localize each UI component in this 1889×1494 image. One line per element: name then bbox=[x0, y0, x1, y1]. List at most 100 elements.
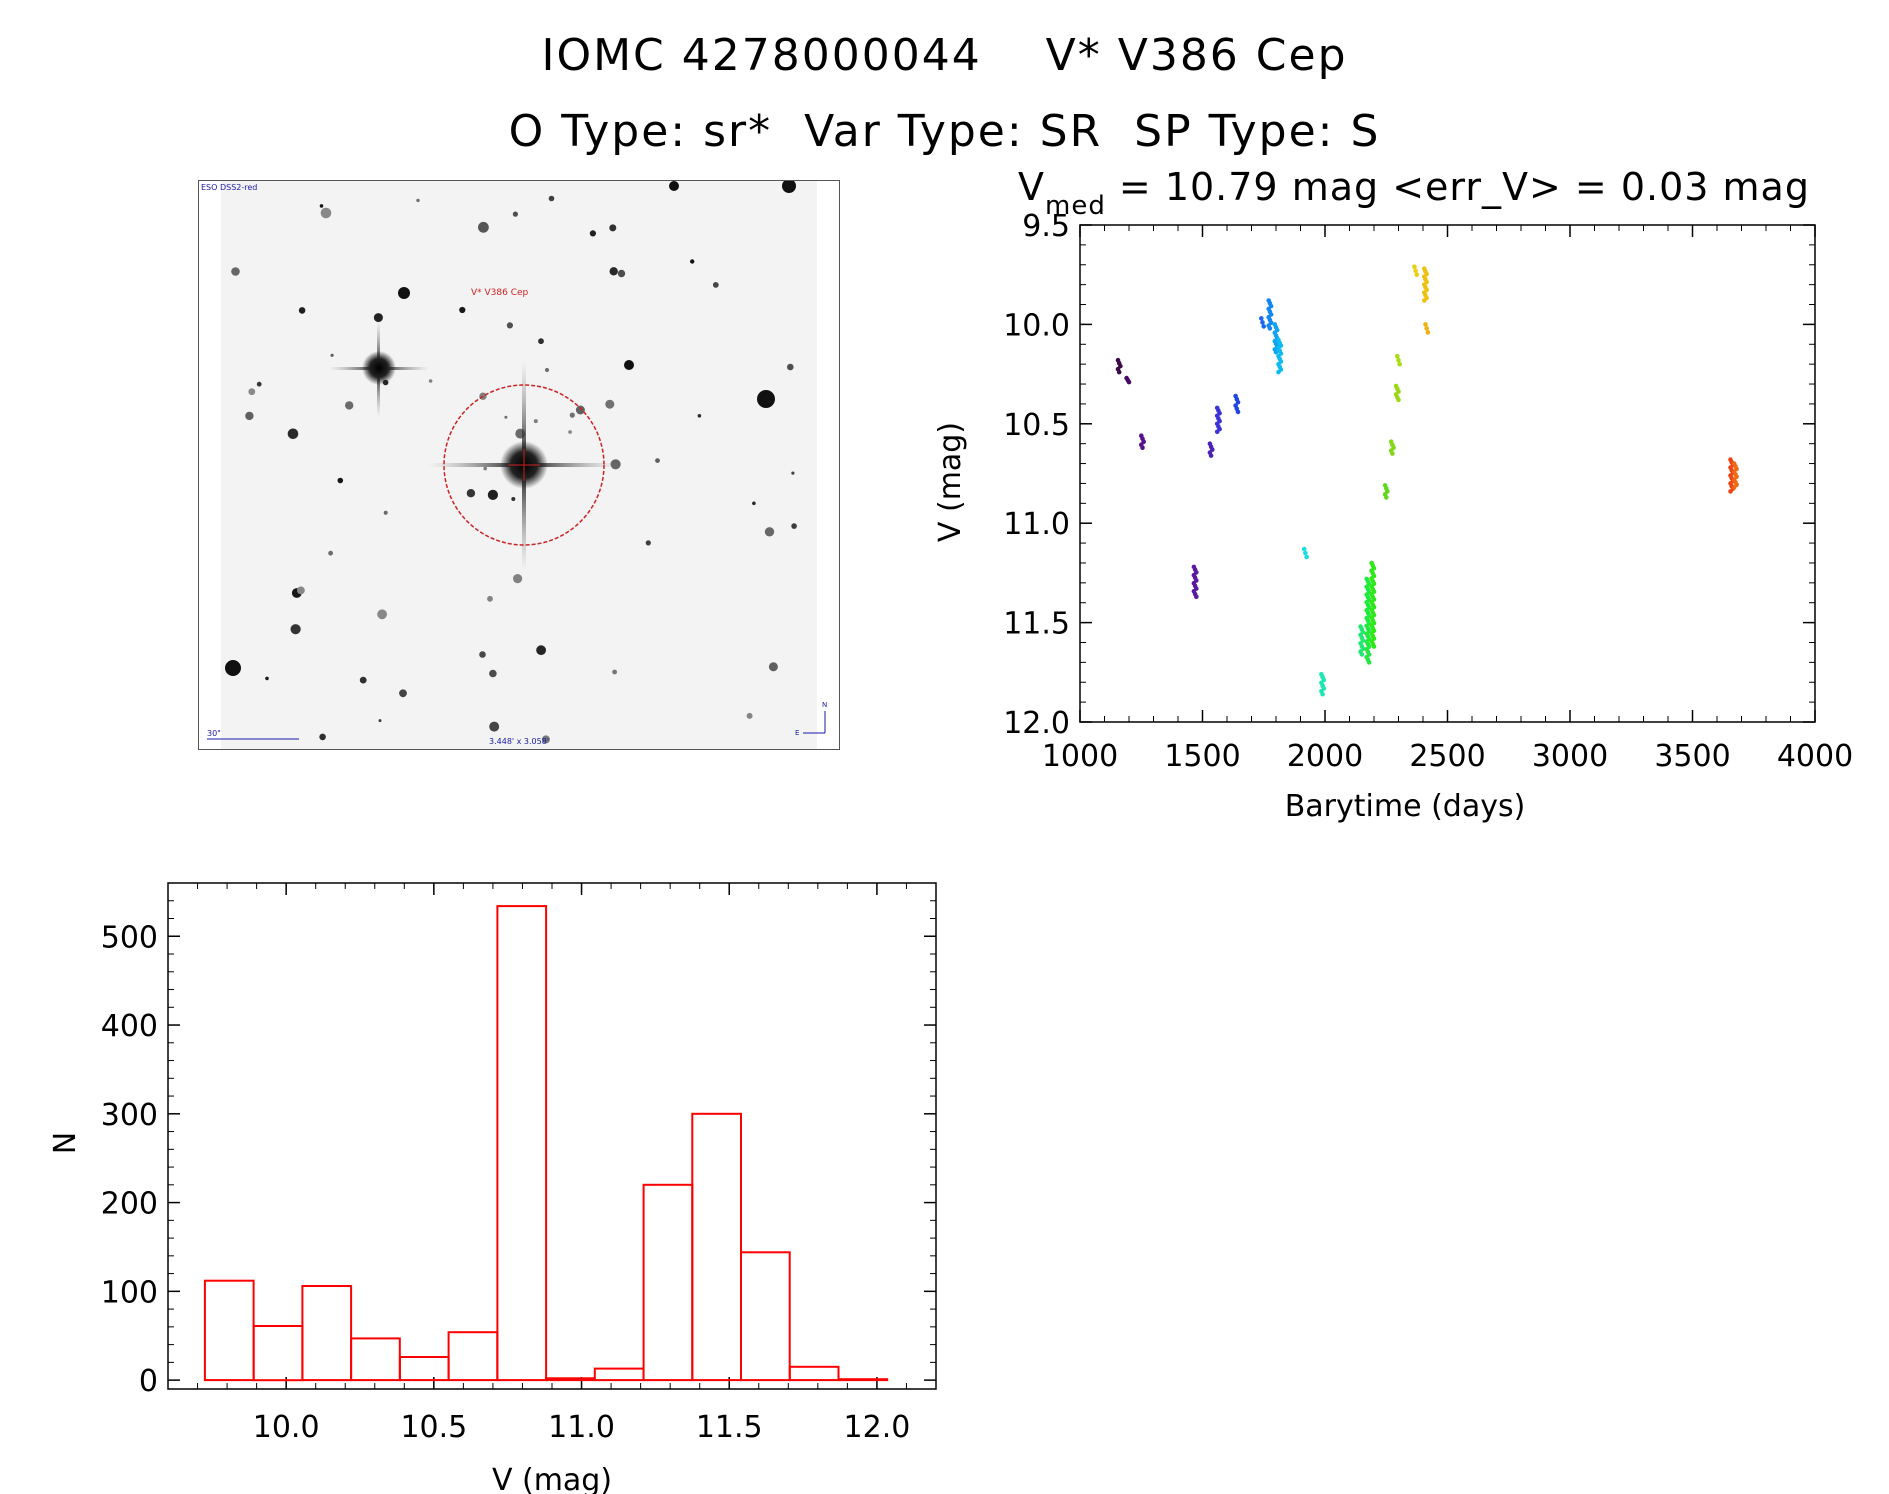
x-tick-label: 11.5 bbox=[696, 1410, 763, 1445]
x-tick-label: 4000 bbox=[1777, 739, 1853, 774]
y-tick-label: 9.5 bbox=[1022, 209, 1070, 244]
data-point bbox=[1384, 495, 1389, 500]
data-point bbox=[1304, 554, 1309, 560]
title-rest: = 10.79 mag <err_V> = 0.03 mag bbox=[1106, 170, 1810, 209]
x-tick-label: 2500 bbox=[1409, 739, 1485, 774]
light-curve-frame bbox=[1079, 224, 1816, 723]
histogram-chart: 10.0 10.5 11.0 11.5 12.0 0 100 200 300 400 500 V (… bbox=[48, 882, 937, 1494]
data-point bbox=[1359, 652, 1365, 657]
data-point bbox=[1412, 264, 1417, 269]
data-point bbox=[1366, 660, 1372, 665]
histogram-ylabel: N bbox=[48, 1132, 83, 1154]
data-point bbox=[1423, 322, 1428, 327]
histogram-bar bbox=[740, 1251, 791, 1382]
y-tick-label: 100 bbox=[101, 1275, 158, 1310]
x-tick-label: 12.0 bbox=[844, 1410, 911, 1445]
data-point bbox=[1396, 357, 1401, 363]
y-tick-label: 11.5 bbox=[1003, 607, 1070, 642]
y-tick-label: 500 bbox=[101, 920, 158, 955]
compass-icon: N E bbox=[795, 701, 827, 737]
histogram-bar bbox=[350, 1337, 401, 1382]
x-tick-label: 1500 bbox=[1164, 739, 1240, 774]
light-curve-chart: Vmed = 10.79 mag <err_V> = 0.03 mag 1000… bbox=[933, 170, 1853, 824]
data-point bbox=[1116, 369, 1122, 375]
x-tick-label: 2000 bbox=[1287, 739, 1363, 774]
page-title-line-2: O Type: sr* Var Type: SR SP Type: S bbox=[508, 106, 1381, 157]
background-stars bbox=[225, 181, 797, 744]
data-point bbox=[1259, 316, 1264, 321]
x-tick-label: 10.5 bbox=[400, 1410, 467, 1445]
y-tick-label: 200 bbox=[101, 1187, 158, 1222]
y-tick-label: 300 bbox=[101, 1098, 158, 1133]
histogram-frame bbox=[167, 882, 937, 1390]
data-point bbox=[1235, 409, 1241, 415]
y-tick-label: 11.0 bbox=[1003, 507, 1070, 542]
north-label: N bbox=[822, 701, 827, 709]
data-point bbox=[1194, 594, 1199, 600]
data-point bbox=[1390, 451, 1395, 456]
target-star bbox=[429, 361, 619, 571]
target-circle bbox=[443, 384, 605, 546]
scale-label: 30" bbox=[207, 729, 221, 738]
histogram-bar bbox=[252, 1325, 304, 1382]
histogram-bar bbox=[398, 1356, 450, 1382]
histogram-bar bbox=[496, 905, 548, 1382]
bright-star bbox=[329, 321, 429, 417]
data-point bbox=[1425, 330, 1431, 335]
data-point bbox=[1728, 489, 1733, 494]
data-point bbox=[1140, 445, 1145, 451]
y-tick-label: 10.0 bbox=[1003, 308, 1070, 343]
east-label: E bbox=[795, 729, 799, 737]
data-point bbox=[1397, 361, 1402, 367]
survey-label: ESO DSS2-red bbox=[201, 183, 257, 192]
histogram-xlabel: V (mag) bbox=[492, 1463, 612, 1494]
y-tick-label: 12.0 bbox=[1003, 706, 1070, 741]
histogram-bar bbox=[545, 1377, 596, 1382]
data-point bbox=[1260, 320, 1265, 325]
data-point bbox=[1267, 326, 1273, 331]
y-tick-label: 0 bbox=[139, 1364, 158, 1399]
histogram-bar bbox=[203, 1279, 255, 1382]
data-point bbox=[1371, 644, 1377, 649]
data-point bbox=[1235, 400, 1241, 405]
data-point bbox=[1395, 353, 1400, 359]
y-tick-label: 400 bbox=[101, 1009, 158, 1044]
data-point bbox=[1276, 369, 1281, 375]
data-point bbox=[1273, 349, 1279, 355]
histogram-bar bbox=[447, 1331, 499, 1382]
x-tick-label: 10.0 bbox=[253, 1410, 320, 1445]
target-label: V* V386 Cep bbox=[471, 288, 529, 298]
light-curve-ylabel: V (mag) bbox=[933, 422, 968, 542]
data-point bbox=[1422, 298, 1427, 303]
data-point bbox=[1301, 546, 1307, 552]
histogram-bar bbox=[301, 1285, 353, 1382]
histogram-bar bbox=[788, 1365, 840, 1382]
light-curve-xlabel: Barytime (days) bbox=[1285, 789, 1526, 824]
data-point bbox=[1214, 429, 1220, 435]
x-tick-label: 3000 bbox=[1532, 739, 1608, 774]
data-point bbox=[1414, 272, 1420, 277]
page-title-line-1: IOMC 4278000044 V* V386 Cep bbox=[541, 30, 1348, 81]
data-point bbox=[1413, 268, 1418, 273]
fov-label: 3.448' x 3.058' bbox=[489, 737, 549, 746]
data-point bbox=[1126, 379, 1132, 385]
x-tick-label: 3500 bbox=[1654, 739, 1730, 774]
data-point bbox=[1396, 397, 1401, 403]
y-tick-label: 10.5 bbox=[1003, 408, 1070, 443]
histogram-bar bbox=[642, 1183, 694, 1382]
title-subscript: med bbox=[1045, 191, 1106, 221]
finder-chart-image: ESO DSS2-red V* V386 Cep 30" 3.448' x 3.… bbox=[198, 180, 840, 750]
x-tick-label: 1000 bbox=[1042, 739, 1118, 774]
data-point bbox=[1208, 453, 1214, 458]
data-point bbox=[1261, 324, 1266, 329]
data-point bbox=[1320, 691, 1325, 697]
data-point bbox=[1303, 550, 1308, 556]
x-tick-label: 11.0 bbox=[548, 1410, 615, 1445]
data-point bbox=[1731, 485, 1737, 490]
histogram-bar bbox=[691, 1112, 742, 1382]
data-point bbox=[1424, 326, 1429, 331]
light-curve-title: Vmed = 10.79 mag <err_V> = 0.03 mag bbox=[1018, 170, 1810, 221]
histogram-bar bbox=[593, 1367, 645, 1382]
histogram-bar bbox=[837, 1378, 889, 1382]
title-prefix: V bbox=[1018, 170, 1045, 209]
